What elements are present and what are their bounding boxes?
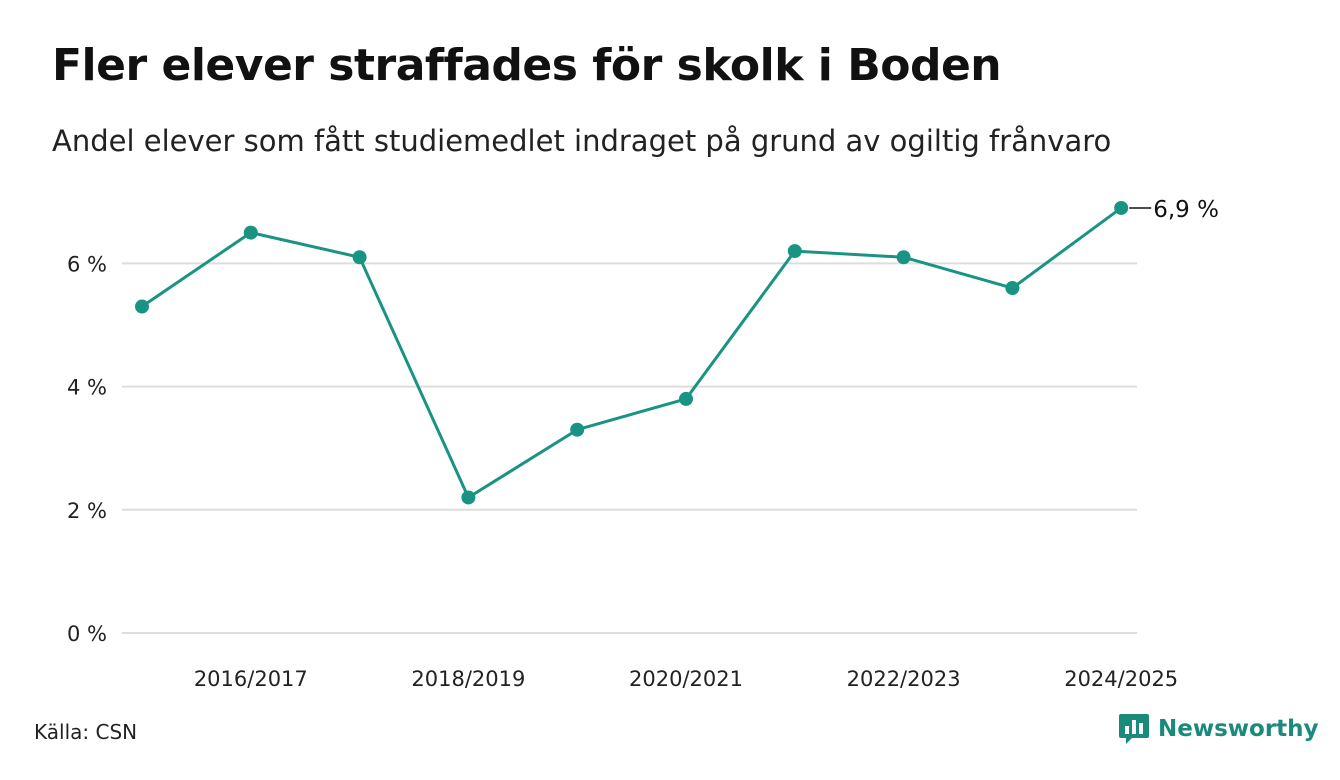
data-point [570, 422, 585, 437]
brand-name: Newsworthy [1158, 716, 1319, 742]
data-point [679, 391, 693, 406]
gridlines [122, 262, 1137, 634]
data-point [896, 250, 911, 265]
brand-logo: Newsworthy [1118, 712, 1319, 746]
x-axis-tick-labels: 2016/2017 2018/2019 2020/2021 2022/2023 2024… [194, 667, 1178, 691]
x-tick-label: 2016/2017 [194, 667, 308, 691]
y-tick-label: 2 % [67, 499, 107, 523]
x-tick-label: 2018/2019 [411, 667, 525, 691]
y-tick-label: 0 % [67, 622, 107, 646]
data-point [1114, 200, 1129, 215]
data-point [787, 244, 802, 259]
data-point [135, 299, 149, 314]
chart-subtitle: Andel elever som fått studiemedlet indra… [52, 124, 1112, 158]
source-note: Källa: CSN [34, 720, 138, 744]
x-tick-label: 2024/2025 [1064, 667, 1178, 691]
data-point [1005, 281, 1020, 296]
data-series [140, 206, 1123, 499]
data-points [135, 200, 1129, 505]
data-point [352, 250, 367, 265]
y-axis-tick-labels: 0 % 2 % 4 % 6 % [67, 252, 107, 646]
data-point [461, 490, 476, 505]
end-value-label: 6,9 % [1153, 197, 1219, 223]
series-line [140, 206, 1123, 499]
x-tick-label: 2020/2021 [629, 667, 743, 691]
y-tick-label: 6 % [67, 252, 107, 276]
end-annotation: 6,9 % [1129, 197, 1219, 223]
y-tick-label: 4 % [67, 376, 107, 400]
data-point [243, 225, 258, 240]
newsworthy-logo-icon [1119, 714, 1149, 744]
x-tick-label: 2022/2023 [847, 667, 961, 691]
chart-title: Fler elever straffades för skolk i Boden [52, 40, 1002, 91]
